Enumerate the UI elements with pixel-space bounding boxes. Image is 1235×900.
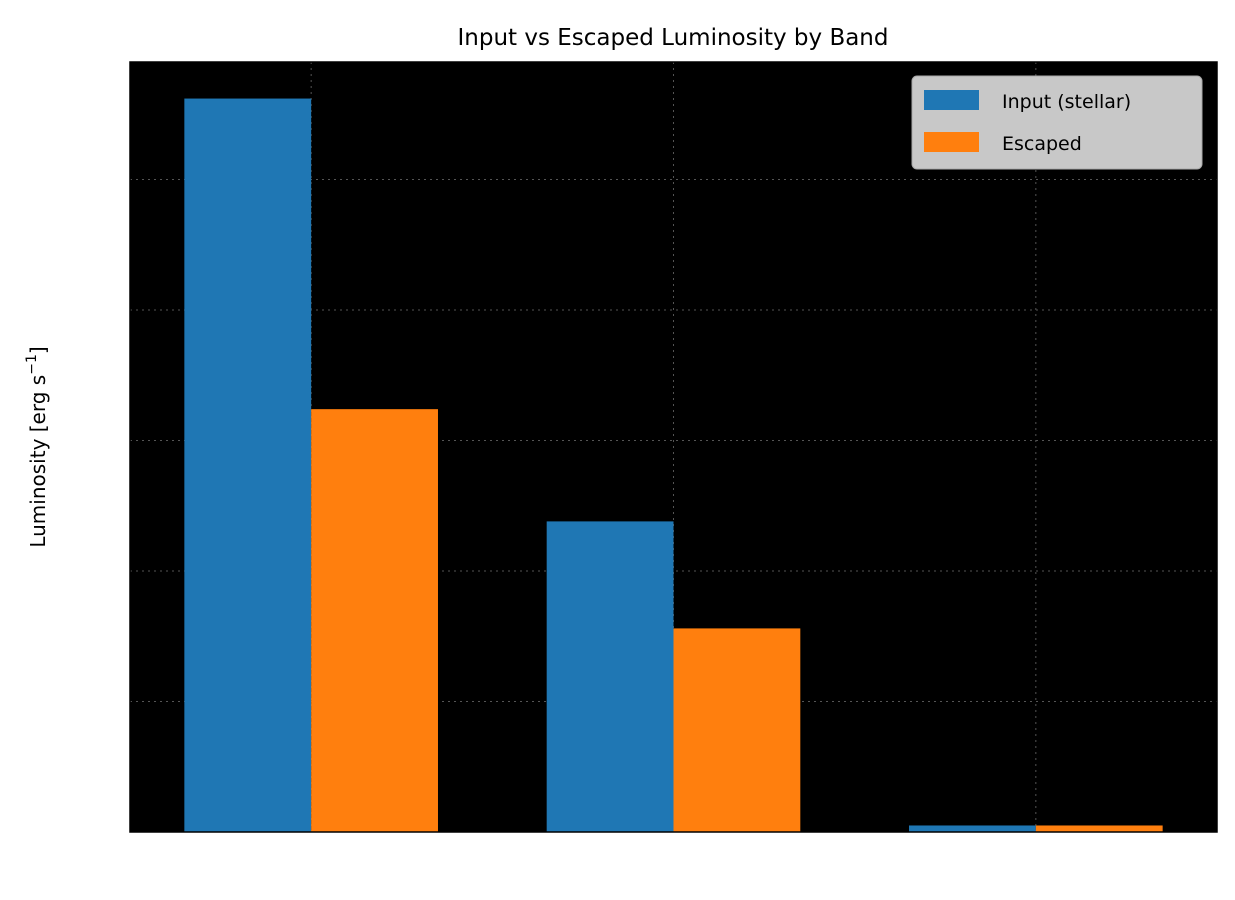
legend-swatch-escaped [924,132,979,152]
y-axis-label-text: Luminosity [erg s [26,375,50,548]
legend-box [911,75,1203,170]
bar-input-stellar-3 [909,825,1036,832]
chart-title: Input vs Escaped Luminosity by Band [457,25,888,51]
plot-area [129,61,1218,833]
legend: Input (stellar) Escaped [911,75,1203,170]
bar-input-stellar-2 [546,521,674,832]
legend-swatch-input-stellar [924,90,979,110]
y-axis-label-exponent: −1 [24,354,40,375]
bar-input-stellar-1 [184,98,312,833]
y-axis-label-close: ] [26,346,50,354]
bar-escaped-1 [311,409,438,832]
bars [184,98,1163,833]
bar-escaped-2 [673,628,801,832]
plot-frame [129,61,1218,833]
legend-label-escaped: Escaped [1002,133,1082,155]
legend-label-input-stellar: Input (stellar) [1002,91,1131,113]
bar-escaped-3 [1035,825,1163,832]
y-axis-label: Luminosity [erg s−1] [24,346,50,547]
